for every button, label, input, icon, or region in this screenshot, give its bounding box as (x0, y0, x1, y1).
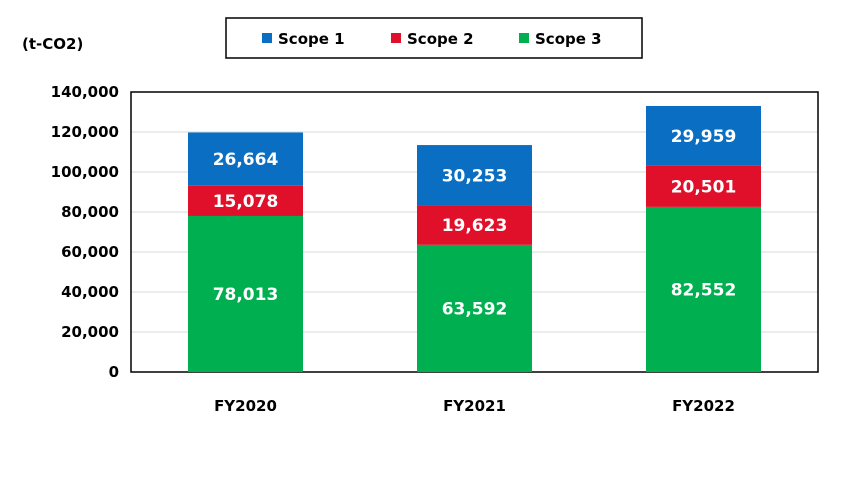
bar-scope-1-fy2021 (417, 145, 532, 206)
data-label-scope-2-fy2020: 15,078 (213, 192, 279, 212)
y-tick-label: 60,000 (61, 243, 119, 261)
data-label-scope-3-fy2022: 82,552 (671, 280, 737, 300)
data-label-scope-1-fy2021: 30,253 (442, 166, 508, 186)
y-tick-label: 100,000 (51, 163, 119, 181)
legend-label-scope-2: Scope 2 (407, 30, 474, 48)
y-tick-label: 0 (109, 363, 119, 381)
bar-scope-3-fy2020 (188, 215, 303, 372)
bar-scope-2-fy2020 (188, 185, 303, 216)
x-tick-label: FY2020 (214, 397, 277, 415)
legend-swatch-scope-2 (391, 33, 401, 43)
y-tick-label: 20,000 (61, 323, 119, 341)
legend: Scope 1 Scope 2 Scope 3 (225, 17, 643, 59)
data-label-scope-3-fy2021: 63,592 (442, 299, 508, 319)
data-label-scope-1-fy2020: 26,664 (213, 150, 279, 170)
bar-scope-3-fy2021 (417, 244, 532, 372)
y-tick-label: 40,000 (61, 283, 119, 301)
x-tick-label: FY2021 (443, 397, 506, 415)
x-tick-label: FY2022 (672, 397, 735, 415)
data-label-scope-1-fy2022: 29,959 (671, 127, 737, 147)
bar-scope-1-fy2020 (188, 132, 303, 186)
data-label-scope-3-fy2020: 78,013 (213, 285, 279, 305)
data-label-scope-2-fy2022: 20,501 (671, 177, 737, 197)
legend-label-scope-1: Scope 1 (278, 30, 345, 48)
legend-box (225, 17, 643, 59)
y-tick-label: 140,000 (51, 83, 119, 101)
bar-scope-3-fy2022 (646, 206, 761, 372)
bar-scope-2-fy2021 (417, 205, 532, 245)
y-tick-label: 120,000 (51, 123, 119, 141)
bar-scope-2-fy2022 (646, 165, 761, 207)
legend-label-scope-3: Scope 3 (535, 30, 602, 48)
bars: 78,013 15,078 26,664 63,592 19,623 30,253 82,5… (188, 105, 761, 372)
y-axis: 0 20,000 40,000 60,000 80,000 100,000 120,000 1… (51, 83, 119, 381)
x-axis: FY2020 FY2021 FY2022 (214, 397, 735, 415)
unit-label: (t-CO2) (22, 35, 83, 53)
data-label-scope-2-fy2021: 19,623 (442, 216, 508, 236)
legend-swatch-scope-3 (519, 33, 529, 43)
legend-swatch-scope-1 (262, 33, 272, 43)
bar-scope-1-fy2022 (646, 105, 761, 166)
y-tick-label: 80,000 (61, 203, 119, 221)
